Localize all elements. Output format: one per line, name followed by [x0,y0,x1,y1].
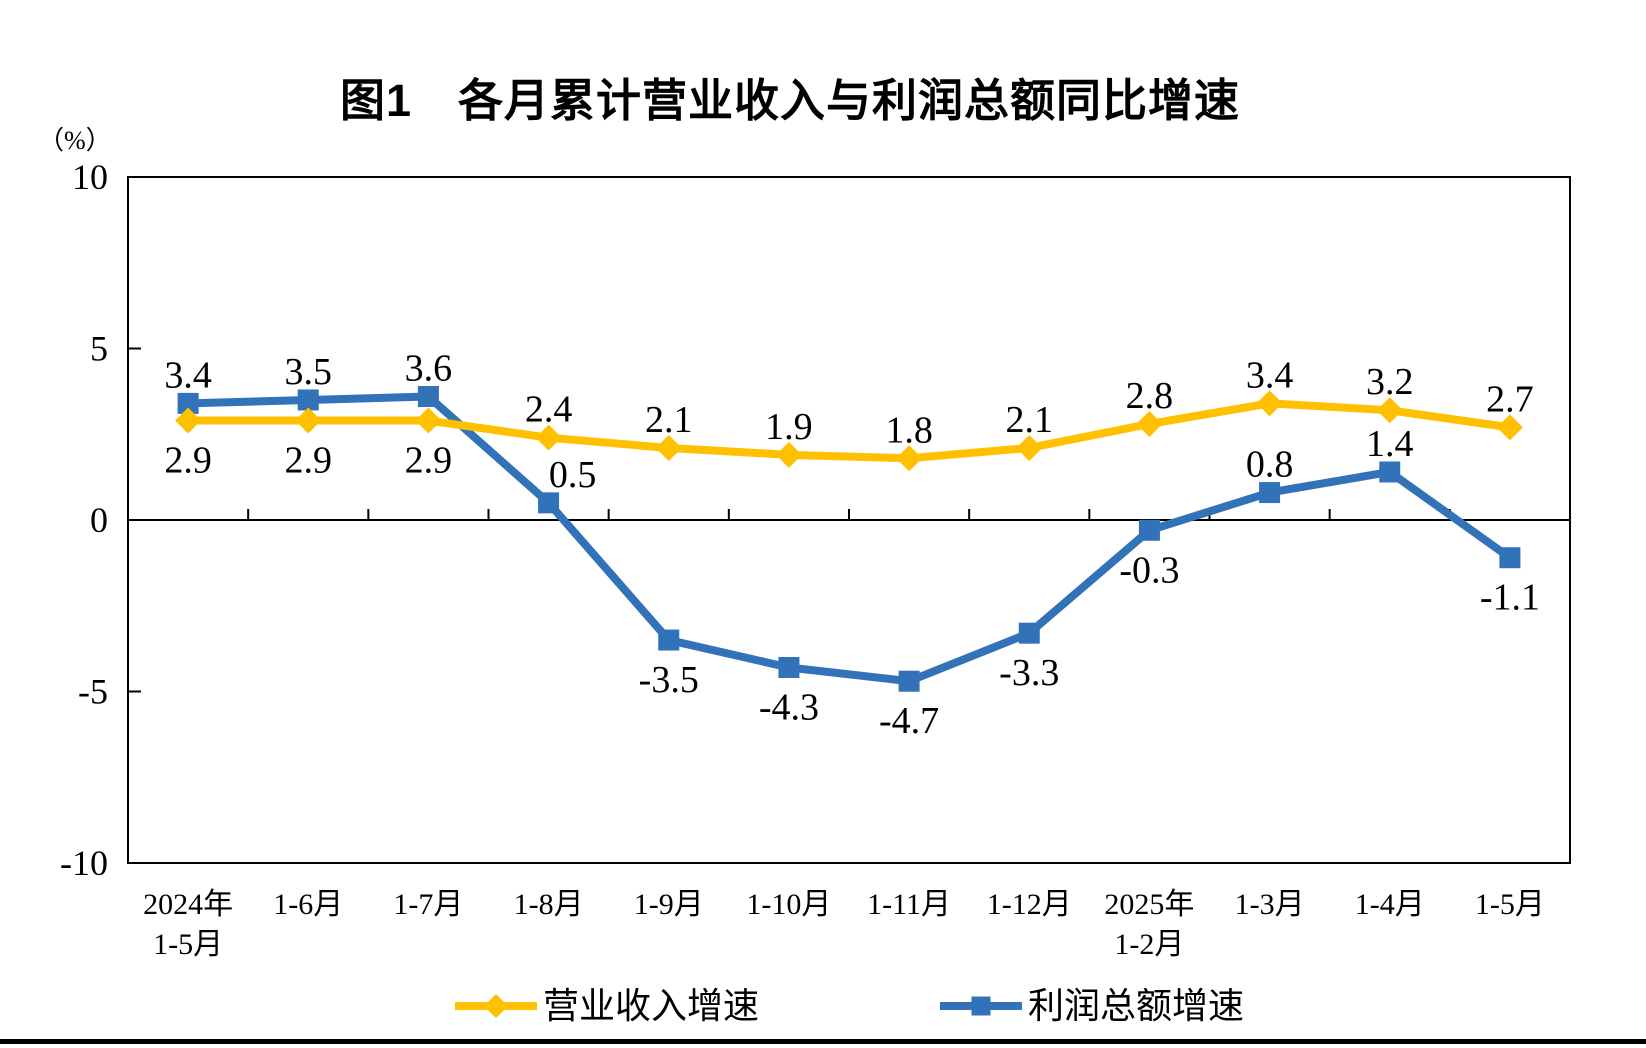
series-1-data-label: 0.8 [1246,444,1294,486]
square-marker-icon [971,996,991,1016]
x-tick-label: 1-10月 [746,888,831,921]
series-0-marker [295,407,322,434]
series-1-data-label: 3.6 [405,348,453,390]
series-1-marker [1259,482,1281,504]
series-0-data-label: 2.9 [405,440,453,482]
series-0-marker [1496,414,1523,441]
x-tick-label: 1-7月 [393,888,463,921]
series-0-data-label: 2.4 [525,389,573,431]
y-tick-label: -10 [60,843,108,883]
x-tick-label: 1-9月 [634,888,704,921]
profit-line-swatch [940,996,1022,1016]
legend: 营业收入增速 利润总额增速 [0,984,1646,1030]
x-tick-label: 1-6月 [273,888,343,921]
series-1-data-label: -4.3 [759,686,819,728]
series-0-data-label: 1.9 [765,406,813,448]
series-0-marker [1376,397,1403,424]
series-1-marker [898,670,920,692]
series-0-data-label: 2.8 [1126,375,1174,417]
series-0-data-label: 3.4 [1246,354,1294,396]
series-1-data-label: -4.7 [879,700,939,742]
series-0-data-label: 2.7 [1486,378,1534,420]
legend-label-profit: 利润总额增速 [1028,986,1245,1026]
series-1-data-label: -3.3 [999,652,1059,694]
revenue-line-swatch [455,993,537,1019]
series-0-marker [1016,434,1043,461]
legend-item-profit: 利润总额增速 [940,984,1244,1028]
y-tick-label: 0 [90,500,108,540]
series-0-marker [175,407,202,434]
series-1-marker [297,389,319,411]
series-1-data-label: 3.5 [285,351,333,393]
chart-title: 图1 各月累计营业收入与利润总额同比增速 [339,75,1241,126]
series-1-marker [538,492,560,514]
series-1-marker [1499,547,1521,569]
x-tick-label: 1-4月 [1355,888,1425,921]
x-tick-label: 1-3月 [1235,888,1305,921]
series-0-marker [535,424,562,451]
series-0-marker [655,434,682,461]
x-tick-label: 1-8月 [514,888,584,921]
series-0-marker [415,407,442,434]
series-0-marker [775,441,802,468]
y-tick-label: -5 [78,672,108,712]
series-1-data-label: 0.5 [549,454,597,496]
series-1-data-label: -0.3 [1119,549,1179,591]
series-1-marker [1138,519,1160,541]
x-tick-label: 1-5月 [1475,888,1545,921]
series-0-marker [896,445,923,472]
series-1-marker [417,386,439,408]
series-1-data-label: 3.4 [164,354,212,396]
x-tick-label: 1-11月 [867,888,951,921]
series-1-data-label: -3.5 [639,659,699,701]
legend-label-revenue: 营业收入增速 [543,986,760,1026]
x-tick-label: 2025年 1-2月 [1104,888,1194,961]
y-axis-unit-label: （%） [38,126,112,155]
series-1-data-label: -1.1 [1480,577,1540,619]
series-0-data-label: 2.9 [285,440,333,482]
series-1-marker [177,392,199,414]
series-1-data-label: 1.4 [1366,423,1414,465]
x-tick-label: 1-12月 [987,888,1072,921]
bottom-rule [0,1039,1646,1044]
x-tick-label: 2024年 1-5月 [143,888,233,961]
series-1-marker [778,656,800,678]
series-0-marker [1136,410,1163,437]
series-0-line [184,399,1514,463]
legend-item-revenue: 营业收入增速 [455,984,759,1028]
y-tick-label: 10 [72,157,108,197]
y-tick-label: 5 [90,329,108,369]
diamond-marker-icon [483,993,509,1019]
series-0-data-label: 3.2 [1366,361,1414,403]
series-0-data-label: 1.8 [885,409,933,451]
series-0-marker [1256,390,1283,417]
series-1-line [184,392,1514,686]
series-0-data-label: 2.1 [645,399,693,441]
series-0-data-label: 2.9 [164,440,212,482]
series-0-data-label: 2.1 [1006,399,1054,441]
series-1-marker [658,629,680,651]
series-1-marker [1018,622,1040,644]
series-1-marker [1379,461,1401,483]
